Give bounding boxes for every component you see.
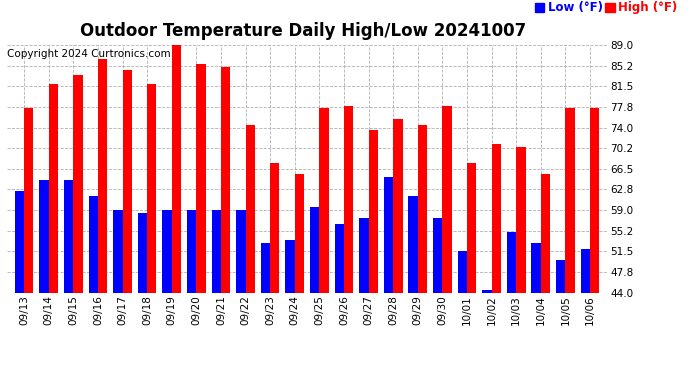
Bar	[147, 84, 157, 292]
Bar	[39, 180, 49, 292]
Bar	[197, 64, 206, 292]
Bar	[408, 196, 417, 292]
Bar	[64, 180, 73, 292]
Bar	[236, 210, 246, 292]
Bar	[261, 243, 270, 292]
Bar	[344, 105, 353, 292]
Bar	[88, 196, 98, 292]
Bar	[457, 251, 467, 292]
Bar	[491, 144, 501, 292]
Bar	[221, 67, 230, 292]
Bar	[138, 213, 147, 292]
Legend: Low (°F), High (°F): Low (°F), High (°F)	[531, 0, 682, 19]
Bar	[590, 108, 600, 292]
Bar	[172, 42, 181, 292]
Bar	[246, 125, 255, 292]
Bar	[384, 177, 393, 292]
Bar	[123, 70, 132, 292]
Bar	[442, 105, 452, 292]
Bar	[212, 210, 221, 292]
Bar	[482, 290, 491, 292]
Bar	[565, 108, 575, 292]
Bar	[335, 224, 344, 292]
Bar	[433, 218, 442, 292]
Bar	[507, 232, 516, 292]
Bar	[73, 75, 83, 292]
Bar	[359, 218, 368, 292]
Bar	[467, 163, 476, 292]
Bar	[49, 84, 58, 292]
Bar	[98, 59, 107, 292]
Bar	[417, 125, 427, 292]
Bar	[580, 249, 590, 292]
Bar	[368, 130, 378, 292]
Bar	[393, 119, 402, 292]
Bar	[187, 210, 197, 292]
Bar	[295, 174, 304, 292]
Text: Copyright 2024 Curtronics.com: Copyright 2024 Curtronics.com	[7, 49, 170, 59]
Bar	[541, 174, 550, 292]
Bar	[310, 207, 319, 292]
Bar	[286, 240, 295, 292]
Bar	[270, 163, 279, 292]
Bar	[24, 108, 34, 292]
Bar	[531, 243, 541, 292]
Bar	[556, 260, 565, 292]
Bar	[319, 108, 328, 292]
Text: Outdoor Temperature Daily High/Low 20241007: Outdoor Temperature Daily High/Low 20241…	[81, 22, 526, 40]
Bar	[516, 147, 526, 292]
Bar	[162, 210, 172, 292]
Bar	[113, 210, 123, 292]
Bar	[14, 191, 24, 292]
